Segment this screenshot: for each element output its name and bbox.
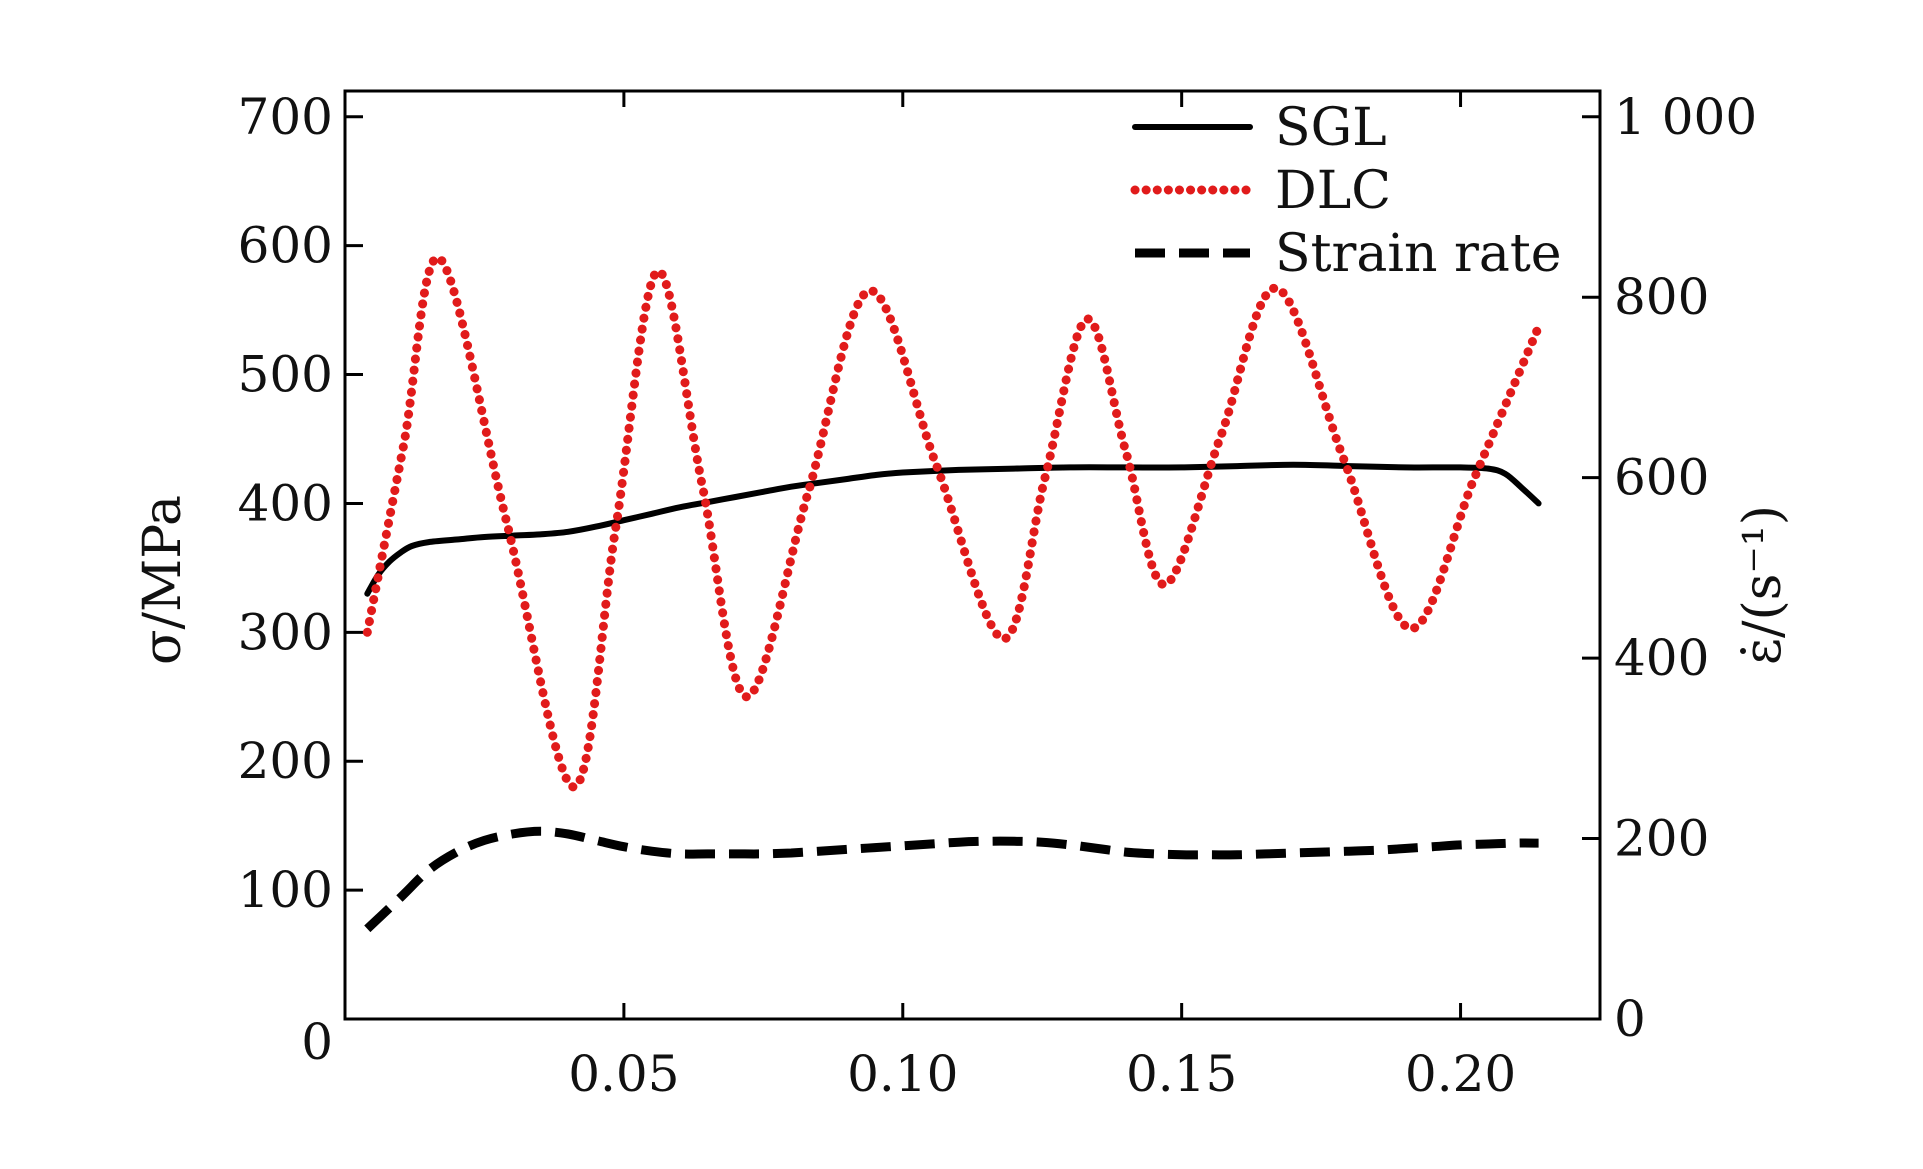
x-axis-ticks: 0.05 0.10 0.15 0.20 — [568, 91, 1516, 1103]
legend-label: Strain rate — [1275, 224, 1562, 284]
x-tick-label: 0.20 — [1405, 1045, 1516, 1103]
y-right-tick-label: 600 — [1614, 449, 1709, 507]
y-right-axis-ticks: 0 200 400 600 800 1 000 — [1582, 88, 1757, 1048]
x-tick-label: 0.15 — [1126, 1045, 1237, 1103]
x-tick-label: 0.05 — [568, 1045, 679, 1103]
y-left-tick-label: 200 — [238, 732, 333, 790]
x-tick-label: 0.10 — [847, 1045, 958, 1103]
series-layer — [362, 253, 1544, 933]
y-right-tick-label: 1 000 — [1614, 88, 1757, 146]
plot-frame — [343, 89, 1602, 1021]
y-right-tick-label: 800 — [1614, 268, 1709, 326]
y-right-tick-label: 200 — [1614, 810, 1709, 868]
y-left-tick-label: 0 — [301, 1013, 333, 1071]
y-right-tick-label: 0 — [1614, 990, 1646, 1048]
series-line-strain-rate — [364, 826, 1539, 933]
legend-label: SGL — [1275, 98, 1387, 158]
y-left-axis-ticks: 0 100 200 300 400 500 600 700 — [238, 88, 363, 1071]
y-right-axis-title: ε̇/(s⁻¹) — [1733, 505, 1793, 665]
y-left-tick-label: 100 — [238, 861, 333, 919]
y-left-tick-label: 700 — [238, 88, 333, 146]
series-line-dlc — [362, 253, 1544, 792]
legend-label: DLC — [1275, 161, 1391, 221]
y-left-tick-label: 400 — [238, 474, 333, 532]
y-left-tick-label: 600 — [238, 217, 333, 275]
y-right-tick-label: 400 — [1614, 629, 1709, 687]
y-left-axis-title: σ/MPa — [133, 495, 193, 665]
y-left-tick-label: 300 — [238, 603, 333, 661]
y-left-tick-label: 500 — [238, 346, 333, 404]
